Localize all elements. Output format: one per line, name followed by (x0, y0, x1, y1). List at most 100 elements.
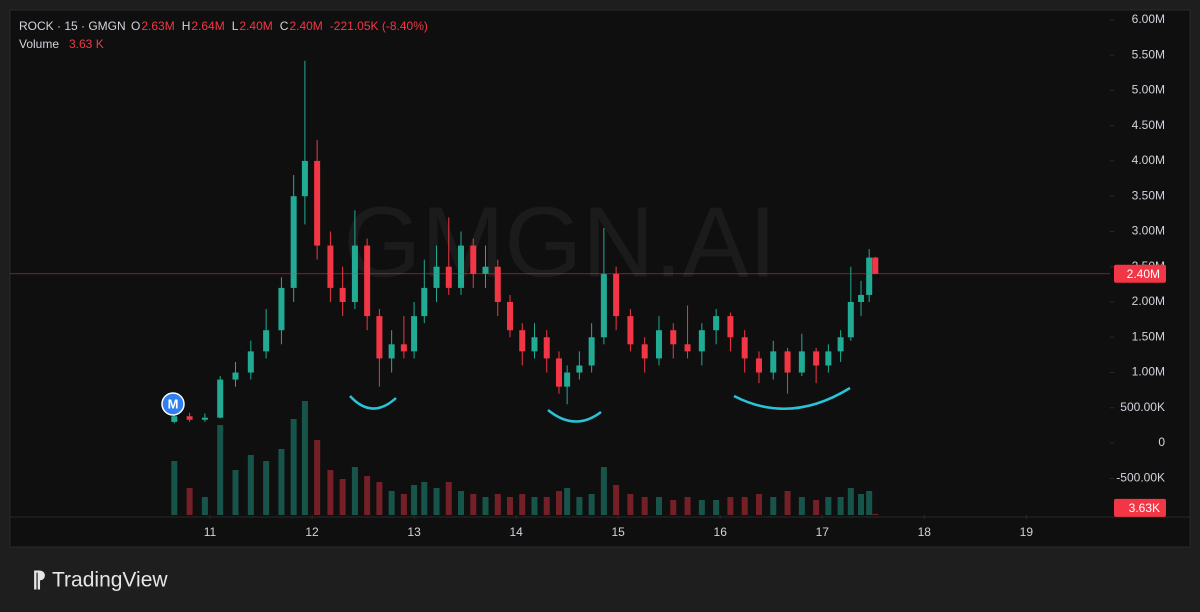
candle-body (872, 257, 879, 274)
annotation-arc (349, 395, 397, 410)
candle-body (866, 257, 873, 295)
volume-bar (641, 497, 648, 515)
y-tick-label: 1.50M (1132, 329, 1165, 343)
volume-bar (388, 491, 395, 515)
volume-bar (232, 470, 239, 515)
candle-body (655, 330, 662, 359)
volume-bar (314, 440, 321, 515)
last-price-label: 2.40M (1127, 267, 1160, 281)
candle-body (433, 266, 440, 288)
volume-bar (627, 494, 634, 515)
volume-bar (482, 497, 489, 515)
ohlc-value: 2.40M (239, 19, 272, 33)
volume-bar (433, 488, 440, 515)
volume-bar (655, 497, 662, 515)
volume-bar (770, 497, 777, 515)
volume-bar (698, 500, 705, 515)
x-tick-label: 15 (611, 525, 625, 539)
candle-body (217, 379, 224, 418)
volume-bar (376, 482, 383, 515)
candle-body (641, 344, 648, 359)
volume-bar (543, 497, 550, 515)
volume-bar (494, 494, 501, 515)
volume-bar (445, 482, 452, 515)
volume-bar (458, 491, 465, 515)
volume-bar (866, 491, 873, 515)
volume-bar (421, 482, 428, 515)
y-tick-label: 2.00M (1132, 294, 1165, 308)
volume-bar (339, 479, 346, 515)
candle-body (278, 287, 285, 331)
y-tick-label: 4.00M (1132, 153, 1165, 167)
volume-bar (755, 494, 762, 515)
volume-bar (411, 485, 418, 515)
pane (171, 60, 879, 515)
x-tick-label: 19 (1020, 525, 1034, 539)
marker[interactable] (161, 392, 185, 416)
volume-bar (201, 497, 208, 515)
volume-bar (713, 500, 720, 515)
y-tick-label: 4.50M (1132, 118, 1165, 132)
marker-label: M (168, 396, 179, 411)
volume-bar (784, 491, 791, 515)
y-tick-label: -500.00K (1116, 470, 1165, 484)
last-volume-label: 3.63K (1129, 501, 1160, 515)
volume-bar (171, 461, 178, 515)
volume-bar (847, 488, 854, 515)
x-tick-label: 16 (714, 525, 728, 539)
candle-body (388, 344, 395, 359)
candle-body (458, 245, 465, 288)
candle-body (727, 316, 734, 338)
volume-bar (290, 419, 297, 515)
candle-body (600, 273, 607, 338)
y-tick-label: 6.00M (1132, 12, 1165, 26)
volume-bar (351, 467, 358, 515)
candle-body (555, 358, 562, 387)
candle-body (247, 351, 254, 373)
y-tick-label: 5.00M (1132, 83, 1165, 97)
volume-bar (555, 491, 562, 515)
candle-body (494, 266, 501, 302)
x-tick-label: 17 (816, 525, 830, 539)
candle-body (825, 351, 832, 366)
volume-bar (872, 513, 879, 515)
volume-bar (825, 497, 832, 515)
candle-body (858, 294, 865, 302)
candle-body (519, 330, 526, 352)
watermark: GMGN.AI (343, 186, 776, 298)
volume-bar (217, 425, 224, 515)
volume-bar (301, 401, 308, 515)
candle-body (314, 160, 321, 246)
volume-bar (247, 455, 254, 515)
chart-frame (9, 9, 1191, 548)
candle-body (171, 416, 178, 422)
volume-bar (400, 494, 407, 515)
volume-bar (519, 494, 526, 515)
volume-bar (588, 494, 595, 515)
candle-body (813, 351, 820, 366)
candle-body (613, 273, 620, 317)
volume-bar (741, 497, 748, 515)
candle-body (232, 372, 239, 380)
candle-body (470, 245, 477, 274)
y-tick-label: 3.00M (1132, 224, 1165, 238)
volume-key: Volume (19, 37, 59, 51)
candle-body (339, 287, 346, 302)
candle-body (576, 365, 583, 373)
volume-bar (684, 497, 691, 515)
candle-body (507, 301, 513, 331)
volume-bar (576, 497, 583, 515)
volume-bar (531, 497, 538, 515)
volume-bar (727, 497, 734, 515)
ohlc-value: 2.64M (191, 19, 224, 33)
ohlc-legend: O 2.63M H 2.64M L 2.40M C 2.40M -221.05K (-8.40%… (131, 19, 428, 33)
candle-body (531, 337, 538, 352)
candle-body (263, 330, 270, 352)
candle-body (713, 316, 720, 331)
symbol: ROCK · 15 · GMGN (19, 19, 126, 33)
volume-bar (670, 500, 677, 515)
x-tick-label: 12 (305, 525, 319, 539)
candle-body (543, 337, 550, 359)
brand: TradingView (52, 569, 168, 592)
ohlc-key: H (182, 19, 191, 33)
